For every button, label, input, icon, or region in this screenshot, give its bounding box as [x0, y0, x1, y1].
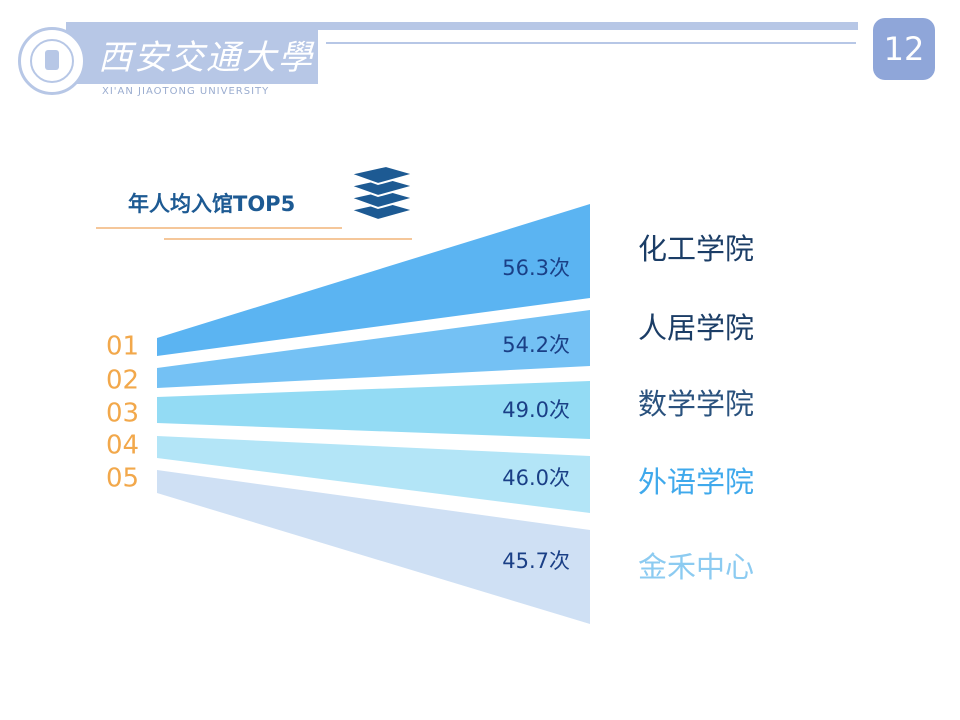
- header: 西安交通大學 XI'AN JIAOTONG UNIVERSITY 12: [0, 0, 960, 110]
- header-top-rule: [66, 22, 858, 30]
- page-number-badge: 12: [873, 18, 935, 80]
- university-name: 西安交通大學: [98, 38, 314, 78]
- value-label-2: 54.2次: [502, 333, 570, 357]
- category-label-2: 人居学院: [638, 311, 754, 345]
- funnel-bar-5: [157, 470, 590, 624]
- funnel-bar-2: [157, 310, 590, 388]
- rank-label-2: 02: [106, 366, 139, 396]
- title-underline-lower: [164, 238, 412, 240]
- university-seal-icon: [18, 27, 86, 95]
- university-name-en: XI'AN JIAOTONG UNIVERSITY: [102, 86, 270, 97]
- category-label-3: 数学学院: [638, 387, 754, 421]
- books-icon: [346, 166, 418, 222]
- header-thin-rule: [326, 42, 856, 44]
- logo-banner: [66, 22, 318, 84]
- rank-label-3: 03: [106, 399, 139, 429]
- category-label-4: 外语学院: [638, 465, 754, 499]
- funnel-bar-4: [157, 436, 590, 513]
- category-label-1: 化工学院: [638, 232, 754, 266]
- funnel-bar-1: [157, 204, 590, 356]
- value-label-5: 45.7次: [502, 549, 570, 573]
- rank-label-1: 01: [106, 332, 139, 362]
- rank-label-5: 05: [106, 464, 139, 494]
- funnel-bar-3: [157, 381, 590, 439]
- value-label-3: 49.0次: [502, 398, 570, 422]
- category-label-5: 金禾中心: [638, 550, 754, 584]
- value-label-4: 46.0次: [502, 466, 570, 490]
- rank-label-4: 04: [106, 431, 139, 461]
- chart-title: 年人均入馆TOP5: [128, 192, 296, 216]
- value-label-1: 56.3次: [502, 256, 570, 280]
- title-underline-upper: [96, 227, 342, 229]
